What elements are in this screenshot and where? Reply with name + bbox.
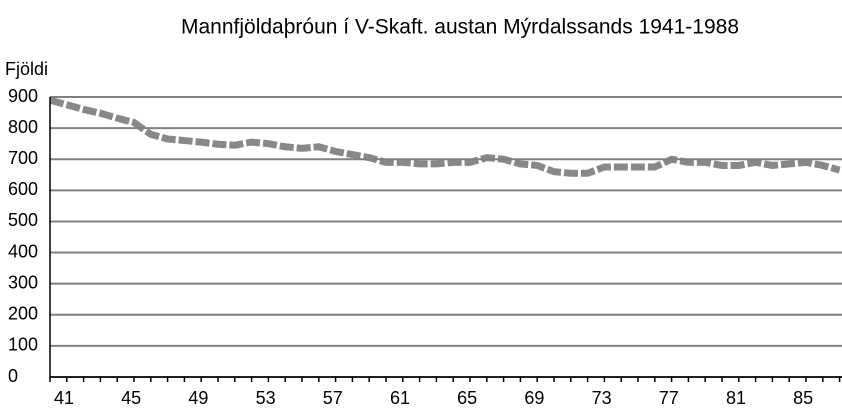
y-tick-label: 0 (8, 366, 18, 386)
data-line (49, 96, 841, 177)
y-tick-label: 700 (8, 148, 38, 168)
x-tick-label: 61 (390, 388, 410, 408)
plot (49, 96, 841, 177)
x-tick-label: 57 (323, 388, 343, 408)
x-tick-label: 81 (726, 388, 746, 408)
y-tick-label: 900 (8, 86, 38, 106)
y-tick-label: 600 (8, 179, 38, 199)
x-tick-label: 41 (54, 388, 74, 408)
x-tick-label: 45 (121, 388, 141, 408)
x-tick-label: 85 (793, 388, 813, 408)
x-tick-label: 77 (659, 388, 679, 408)
y-axis-label: Fjöldi (5, 59, 48, 79)
x-tick-label: 65 (457, 388, 477, 408)
x-tick-label: 53 (256, 388, 276, 408)
chart-title: Mannfjöldaþróun í V-Skaft. austan Mýrdal… (181, 16, 739, 39)
y-tick-label: 800 (8, 117, 38, 137)
x-tick-label: 49 (188, 388, 208, 408)
y-tick-label: 300 (8, 272, 38, 292)
x-tick-label: 73 (592, 388, 612, 408)
y-tick-label: 200 (8, 304, 38, 324)
y-tick-label: 500 (8, 210, 38, 230)
x-tick-label: 69 (524, 388, 544, 408)
y-tick-label: 100 (8, 335, 38, 355)
y-tick-label: 400 (8, 241, 38, 261)
